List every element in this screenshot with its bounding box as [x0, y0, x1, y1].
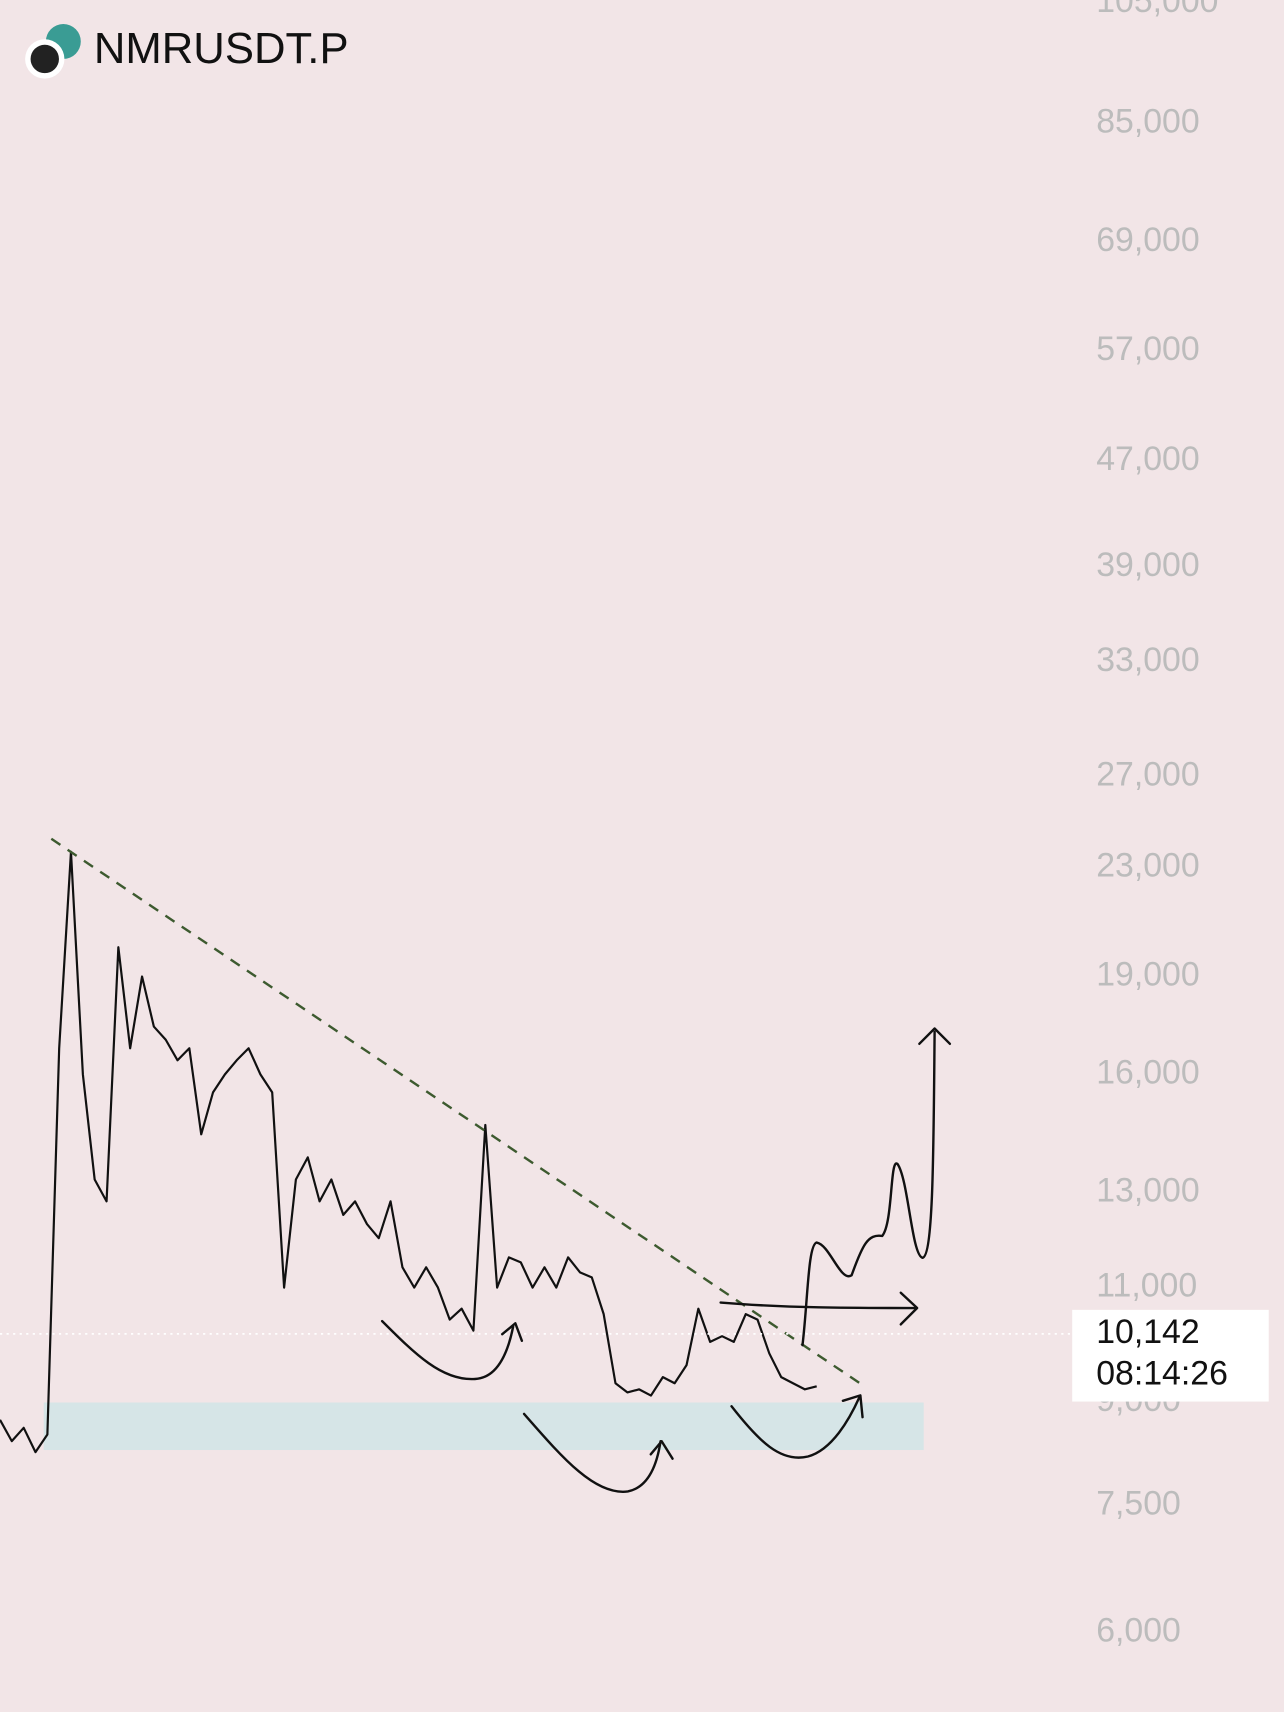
price-line — [0, 850, 817, 1454]
y-tick-label: 105,000 — [1096, 0, 1218, 20]
arrow-head — [501, 1322, 524, 1342]
hand-drawings — [380, 1027, 952, 1493]
current-price-label: 10,142 — [1096, 1313, 1199, 1351]
y-tick-label: 13,000 — [1096, 1171, 1199, 1209]
support-zone — [43, 1402, 924, 1451]
chart-title: NMRUSDT.P — [94, 24, 349, 73]
curve-arrow — [730, 1396, 861, 1459]
symbol-icon — [25, 24, 81, 79]
price-label-box — [1072, 1309, 1269, 1402]
arrow-head — [899, 1291, 919, 1326]
horizontal-arrow — [719, 1301, 917, 1310]
y-tick-label: 39,000 — [1096, 546, 1199, 584]
icon-logo — [30, 44, 59, 74]
curve-arrow — [522, 1412, 662, 1493]
arrow-head — [841, 1394, 864, 1419]
projection-arrow — [801, 1030, 936, 1347]
y-tick-label: 6,000 — [1096, 1612, 1181, 1650]
arrow-head — [918, 1027, 952, 1045]
curve-arrow — [380, 1319, 515, 1381]
line-layer — [0, 837, 1070, 1454]
y-tick-label: 23,000 — [1096, 847, 1199, 885]
y-tick-label: 33,000 — [1096, 641, 1199, 679]
y-tick-label: 19,000 — [1096, 955, 1199, 993]
y-tick-label: 27,000 — [1096, 755, 1199, 793]
y-tick-label: 57,000 — [1096, 330, 1199, 368]
y-tick-label: 7,500 — [1096, 1485, 1181, 1523]
y-tick-label: 11,000 — [1096, 1267, 1197, 1305]
y-tick-label: 69,000 — [1096, 221, 1199, 259]
trendline — [50, 837, 864, 1387]
arrow-head — [649, 1440, 674, 1460]
y-tick-label: 85,000 — [1096, 102, 1199, 140]
y-tick-label: 47,000 — [1096, 440, 1199, 478]
countdown-label: 08:14:26 — [1096, 1354, 1228, 1392]
y-tick-label: 16,000 — [1096, 1053, 1199, 1091]
zone-layer — [43, 1402, 924, 1451]
